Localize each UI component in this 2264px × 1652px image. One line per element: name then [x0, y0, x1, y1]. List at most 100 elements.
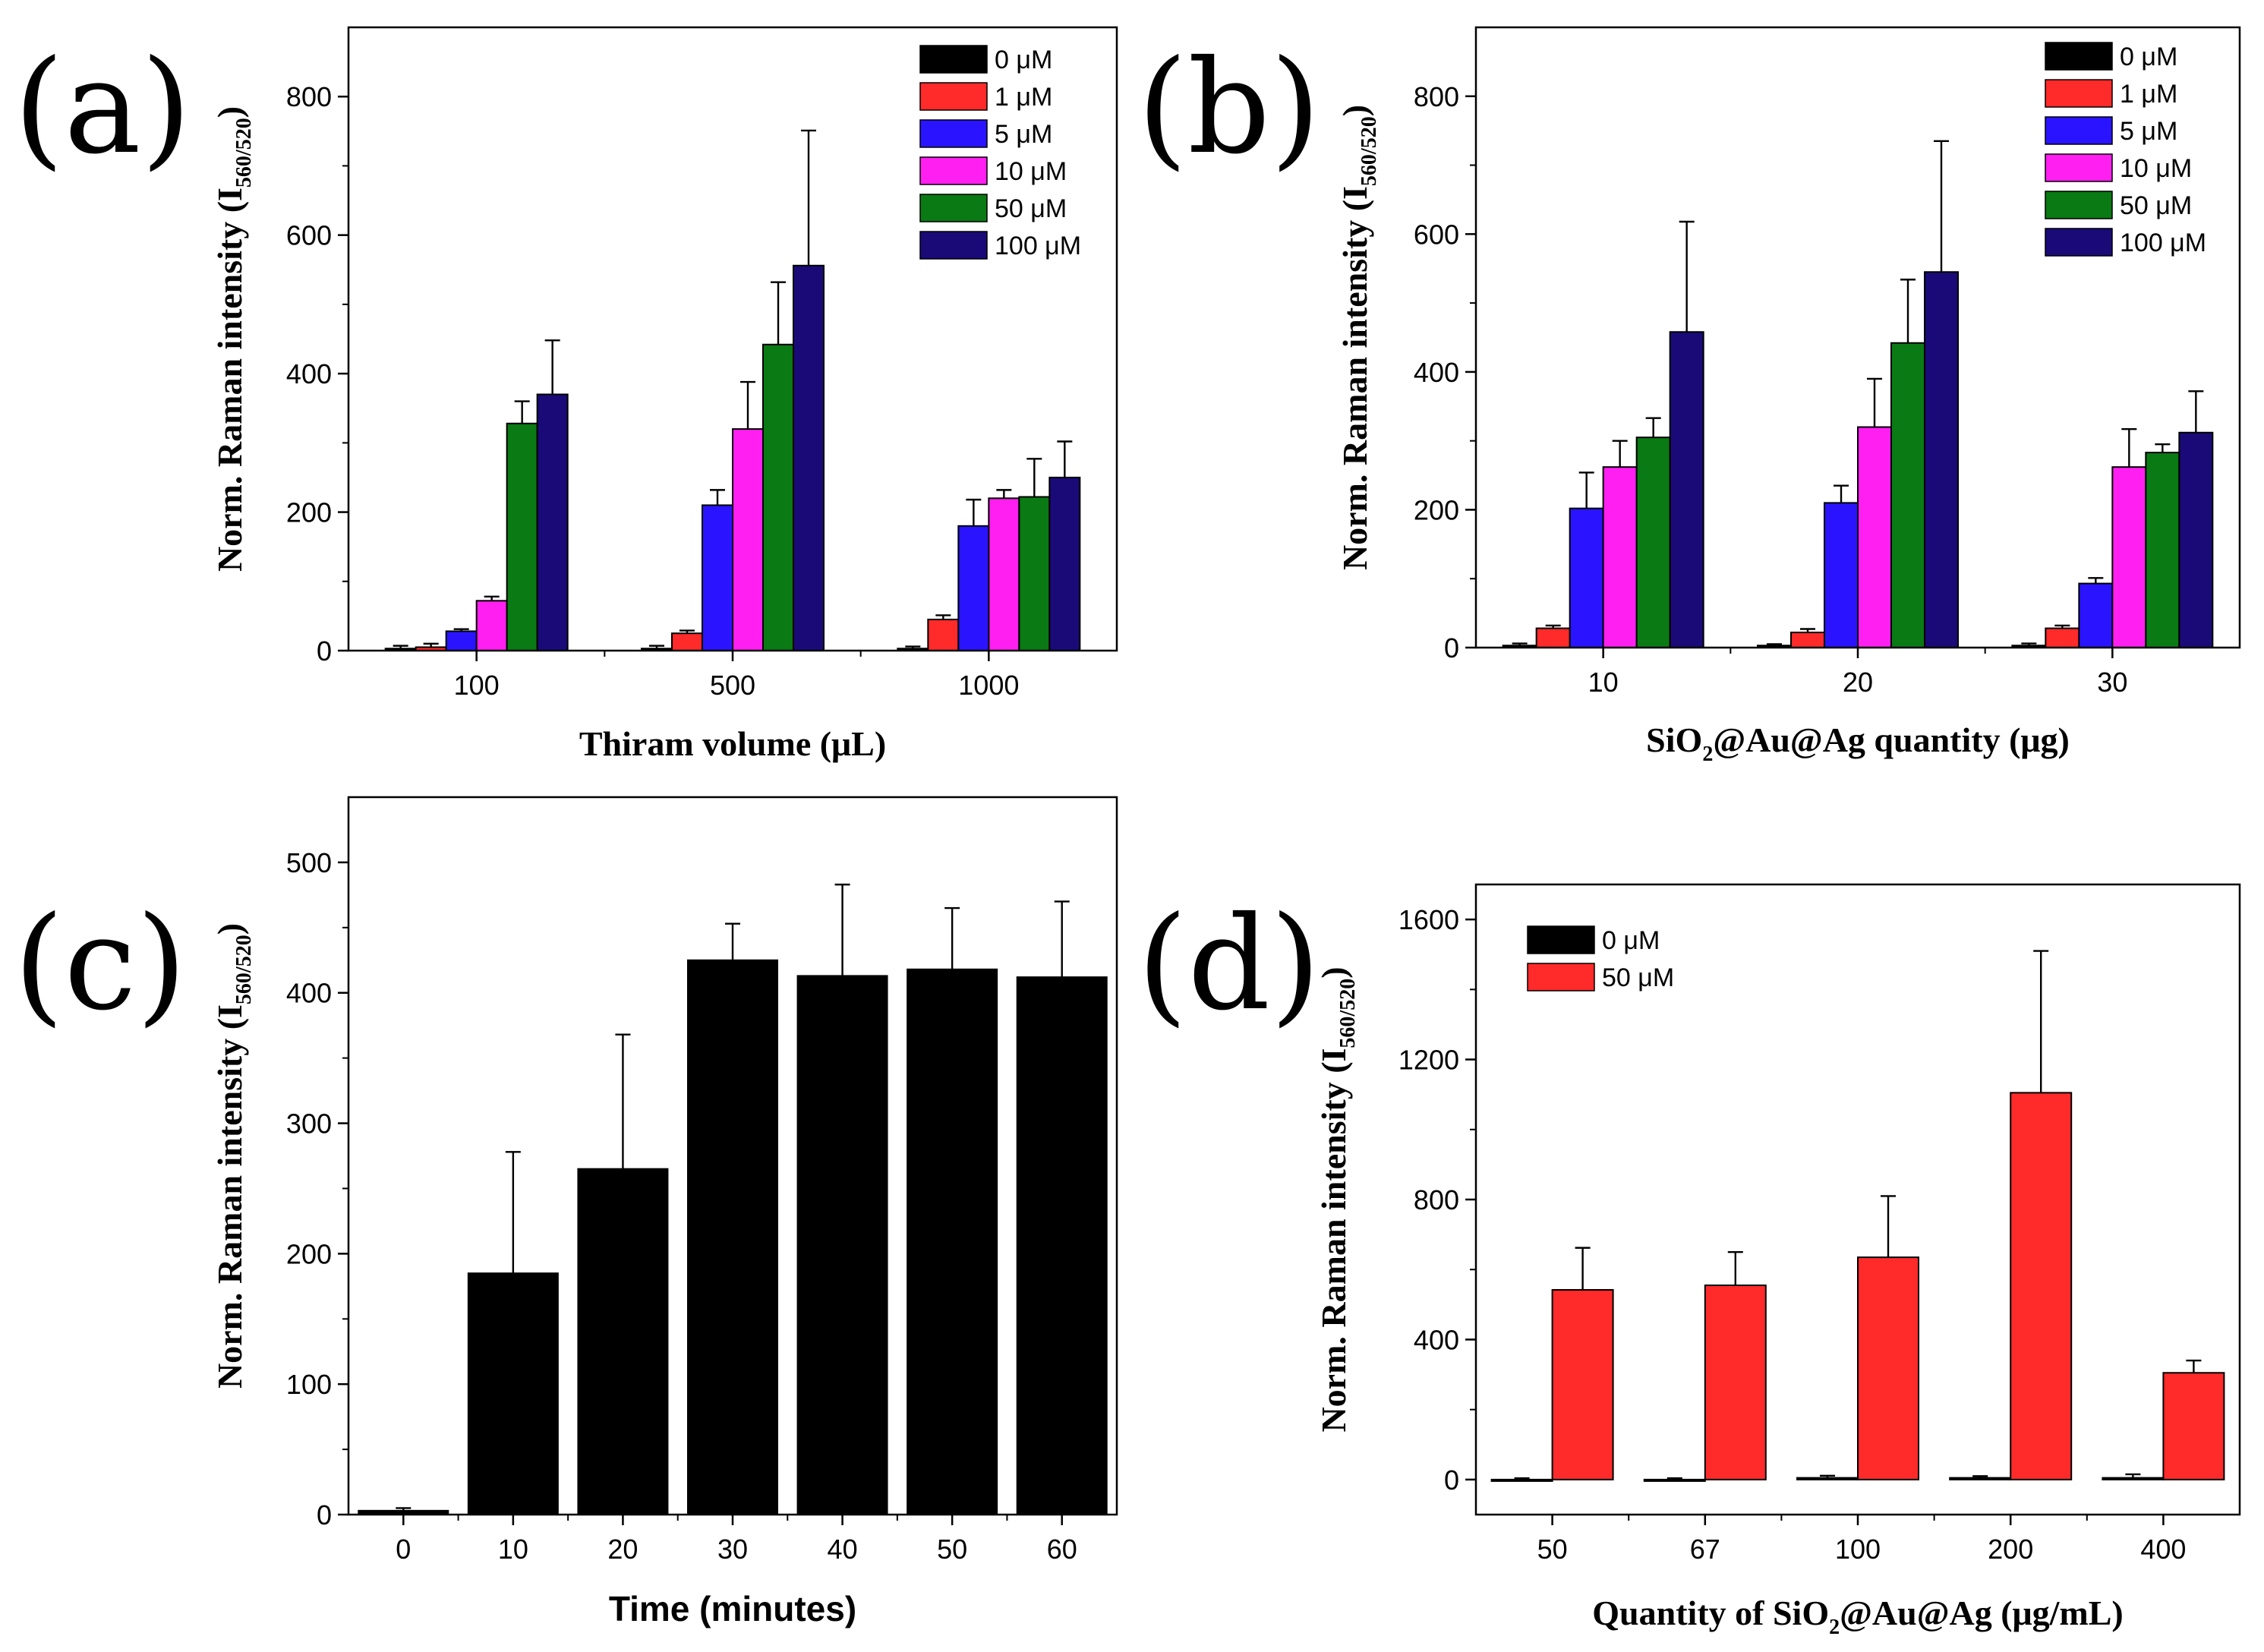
legend-swatch [919, 231, 988, 260]
bar [2111, 466, 2147, 649]
panel-letter: (b) [1137, 33, 1320, 183]
x-axis-label: Thiram volume (μL) [579, 724, 886, 763]
bar [445, 630, 478, 651]
y-tick-label: 200 [1414, 494, 1459, 525]
bar [732, 428, 764, 651]
legend-swatch [2045, 228, 2113, 257]
bar [793, 264, 825, 651]
x-tick-label: 67 [1690, 1534, 1720, 1565]
y-tick-label: 0 [1444, 1464, 1459, 1496]
bar [1490, 1478, 1553, 1482]
bar [506, 422, 538, 652]
y-tick-label: 0 [317, 1499, 332, 1531]
bar [1704, 1284, 1767, 1480]
y-tick-label: 200 [286, 497, 332, 528]
legend-swatch [2045, 79, 2113, 108]
bar [1602, 466, 1638, 649]
legend-label: 50 μM [2120, 191, 2192, 220]
legend-swatch [919, 156, 988, 185]
bar [1790, 632, 1825, 648]
chart-panel-0: (a) 0 200 400 600 800 100 500 1000 Thiram volume … [14, 26, 1118, 763]
bar [2010, 1092, 2073, 1480]
panel-letter: (d) [1137, 889, 1320, 1039]
legend-label: 0 μM [995, 46, 1052, 74]
x-tick-label: 1000 [958, 670, 1019, 701]
x-tick-label: 60 [1047, 1534, 1077, 1565]
y-tick-label: 800 [286, 81, 332, 112]
bar [1949, 1477, 2012, 1480]
bar [2102, 1477, 2165, 1480]
x-tick-label: 100 [1835, 1534, 1881, 1565]
bar [907, 968, 998, 1516]
panel-letter: (c) [14, 889, 187, 1039]
y-tick-label: 500 [286, 847, 332, 878]
x-tick-label: 30 [717, 1534, 748, 1565]
bar [577, 1168, 669, 1515]
y-tick-label: 0 [1444, 632, 1459, 664]
legend-label: 50 μM [995, 194, 1067, 223]
legend-swatch [919, 82, 988, 111]
bar [1857, 1256, 1919, 1480]
bar [475, 600, 508, 652]
bar [2045, 627, 2080, 648]
x-tick-label: 50 [1537, 1534, 1568, 1565]
x-tick-label: 20 [1843, 667, 1873, 698]
bar [1551, 1288, 1614, 1480]
legend-swatch [919, 194, 988, 222]
bar [1796, 1477, 1859, 1480]
bar [2145, 452, 2180, 648]
x-tick-label: 100 [454, 670, 500, 701]
legend-label: 5 μM [2120, 117, 2177, 146]
legend-label: 100 μM [2120, 229, 2206, 257]
legend-label: 50 μM [1602, 963, 1674, 992]
legend-label: 0 μM [2120, 43, 2177, 71]
x-tick-label: 30 [2097, 667, 2127, 698]
x-tick-label: 200 [1988, 1534, 2033, 1565]
y-tick-label: 600 [1414, 219, 1459, 250]
chart-panel-2: (c) 0 100 200 300 400 500 0 10 20 30 40 50 60 Time (mi… [14, 796, 1118, 1628]
y-tick-label: 600 [286, 220, 332, 251]
y-axis-label: Norm. Raman intensity (I560/520) [210, 923, 256, 1389]
bar [2078, 582, 2114, 648]
legend-label: 100 μM [995, 232, 1081, 260]
bar [2162, 1372, 2225, 1480]
bar [927, 618, 960, 652]
bar [2178, 431, 2214, 648]
y-axis-label: Norm. Raman intensity (I560/520) [1335, 105, 1381, 570]
y-tick-label: 400 [286, 358, 332, 389]
bar [467, 1272, 559, 1515]
legend-label: 10 μM [2120, 154, 2192, 183]
bar [687, 959, 778, 1515]
y-tick-label: 800 [1414, 1184, 1459, 1215]
bar [1824, 502, 1859, 648]
bar [762, 343, 794, 651]
bar [1890, 342, 1925, 648]
chart-panel-1: (b) 0 200 400 600 800 10 20 30 SiO2@Au@Ag quantit… [1137, 26, 2241, 766]
legend-swatch [2045, 153, 2113, 182]
chart-panel-3: (d) 0 400 800 1200 1600 50 67 100 200 400 Quantity … [1137, 883, 2241, 1639]
y-tick-label: 300 [286, 1108, 332, 1140]
bar [1635, 437, 1671, 649]
bar [1643, 1478, 1706, 1482]
bar [536, 393, 569, 651]
y-tick-label: 400 [1414, 357, 1459, 388]
y-axis-label: Norm. Raman intensity (I560/520) [1314, 966, 1360, 1432]
legend-swatch [1527, 963, 1595, 992]
bar [1857, 426, 1892, 648]
bar [1669, 331, 1704, 648]
x-tick-label: 10 [1588, 667, 1619, 698]
bar [1016, 976, 1108, 1516]
x-tick-label: 10 [498, 1534, 528, 1565]
x-tick-label: 50 [937, 1534, 967, 1565]
y-tick-label: 100 [286, 1369, 332, 1400]
y-tick-label: 1200 [1398, 1045, 1459, 1076]
legend-label: 1 μM [2120, 80, 2177, 109]
x-axis-label: Time (minutes) [609, 1589, 856, 1628]
bar [1048, 476, 1081, 652]
y-tick-label: 800 [1414, 81, 1459, 112]
y-tick-label: 400 [286, 978, 332, 1009]
x-axis-label: Quantity of SiO2@Au@Ag (μg/mL) [1592, 1594, 2123, 1639]
legend-swatch [2045, 191, 2113, 219]
legend-swatch [919, 119, 988, 148]
